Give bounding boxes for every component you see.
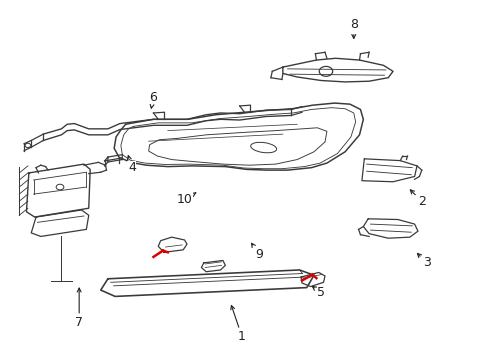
Text: 7: 7 — [75, 288, 83, 329]
Text: 6: 6 — [149, 91, 157, 108]
Text: 5: 5 — [312, 287, 325, 300]
Text: 9: 9 — [251, 243, 262, 261]
Text: 10: 10 — [176, 193, 195, 206]
Text: 1: 1 — [230, 306, 245, 343]
Text: 4: 4 — [127, 156, 136, 174]
Text: 3: 3 — [417, 253, 429, 269]
Text: 8: 8 — [349, 18, 357, 39]
Text: 2: 2 — [409, 190, 425, 208]
